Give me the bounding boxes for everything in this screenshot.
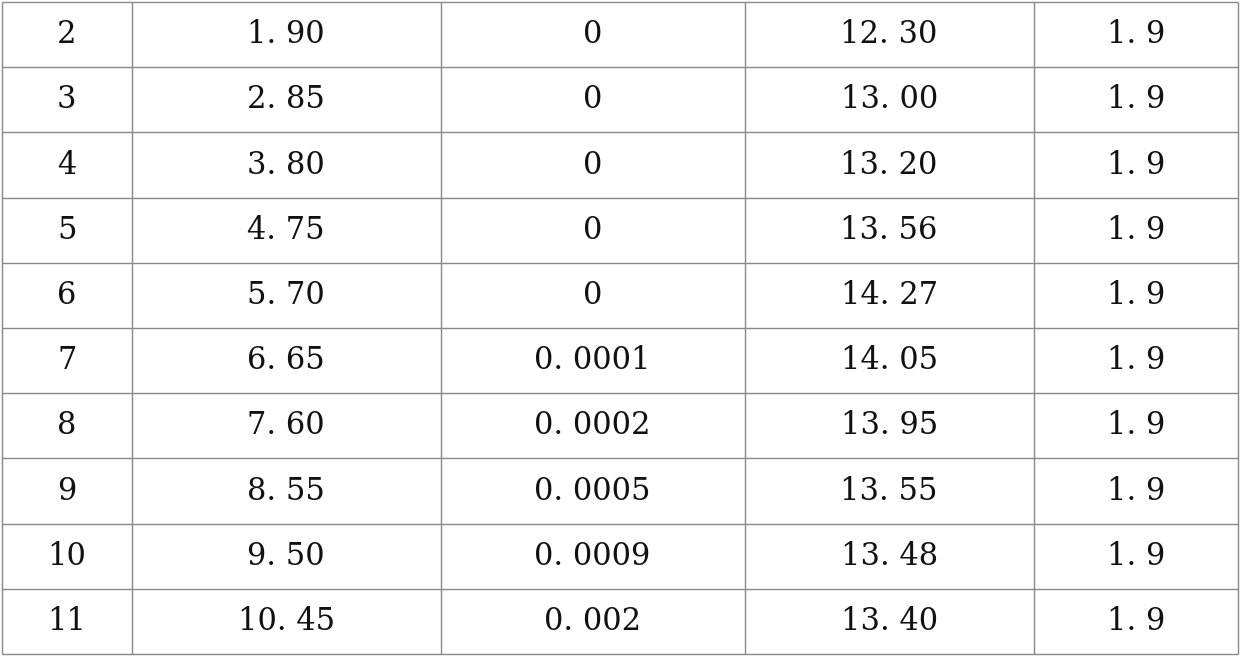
- Text: 1. 9: 1. 9: [1107, 345, 1164, 376]
- Text: 7: 7: [57, 345, 77, 376]
- Text: 6. 65: 6. 65: [247, 345, 325, 376]
- Text: 1. 9: 1. 9: [1107, 280, 1164, 311]
- Text: 0: 0: [583, 280, 603, 311]
- Text: 13. 48: 13. 48: [841, 541, 937, 571]
- Text: 9: 9: [57, 476, 77, 506]
- Text: 13. 56: 13. 56: [841, 215, 937, 246]
- Text: 5. 70: 5. 70: [247, 280, 325, 311]
- Text: 1. 9: 1. 9: [1107, 541, 1164, 571]
- Text: 12. 30: 12. 30: [841, 19, 937, 50]
- Text: 1. 9: 1. 9: [1107, 410, 1164, 441]
- Text: 10. 45: 10. 45: [238, 606, 335, 637]
- Text: 5: 5: [57, 215, 77, 246]
- Text: 13. 95: 13. 95: [841, 410, 937, 441]
- Text: 0. 0005: 0. 0005: [534, 476, 651, 506]
- Text: 1. 90: 1. 90: [247, 19, 325, 50]
- Text: 1. 9: 1. 9: [1107, 476, 1164, 506]
- Text: 1. 9: 1. 9: [1107, 606, 1164, 637]
- Text: 1. 9: 1. 9: [1107, 85, 1164, 115]
- Text: 3: 3: [57, 85, 77, 115]
- Text: 13. 40: 13. 40: [841, 606, 937, 637]
- Text: 7. 60: 7. 60: [247, 410, 325, 441]
- Text: 4: 4: [57, 150, 77, 180]
- Text: 0: 0: [583, 150, 603, 180]
- Text: 14. 27: 14. 27: [841, 280, 937, 311]
- Text: 8: 8: [57, 410, 77, 441]
- Text: 13. 00: 13. 00: [841, 85, 937, 115]
- Text: 2: 2: [57, 19, 77, 50]
- Text: 13. 20: 13. 20: [841, 150, 937, 180]
- Text: 1. 9: 1. 9: [1107, 150, 1164, 180]
- Text: 0: 0: [583, 215, 603, 246]
- Text: 0. 002: 0. 002: [544, 606, 641, 637]
- Text: 13. 55: 13. 55: [841, 476, 937, 506]
- Text: 1. 9: 1. 9: [1107, 19, 1164, 50]
- Text: 0. 0002: 0. 0002: [534, 410, 651, 441]
- Text: 9. 50: 9. 50: [247, 541, 325, 571]
- Text: 14. 05: 14. 05: [841, 345, 937, 376]
- Text: 10: 10: [47, 541, 87, 571]
- Text: 8. 55: 8. 55: [247, 476, 325, 506]
- Text: 4. 75: 4. 75: [247, 215, 325, 246]
- Text: 0: 0: [583, 85, 603, 115]
- Text: 0: 0: [583, 19, 603, 50]
- Text: 0. 0001: 0. 0001: [534, 345, 651, 376]
- Text: 1. 9: 1. 9: [1107, 215, 1164, 246]
- Text: 0. 0009: 0. 0009: [534, 541, 651, 571]
- Text: 6: 6: [57, 280, 77, 311]
- Text: 11: 11: [47, 606, 87, 637]
- Text: 3. 80: 3. 80: [247, 150, 325, 180]
- Text: 2. 85: 2. 85: [247, 85, 325, 115]
